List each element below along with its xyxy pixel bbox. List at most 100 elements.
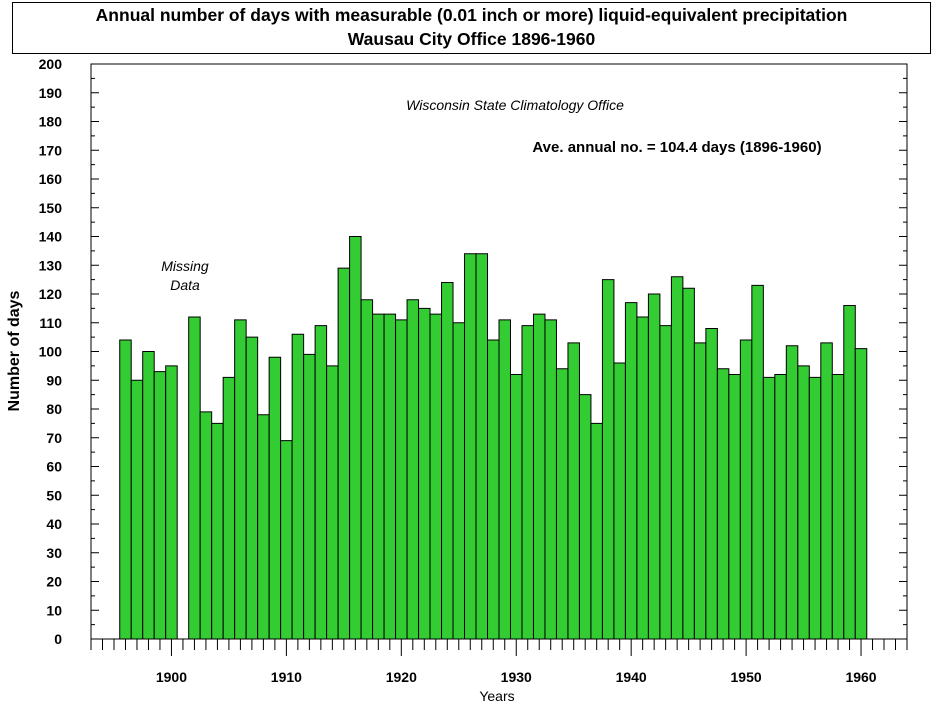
y-tick-label: 180 [39,114,63,130]
x-tick-label: 1960 [845,669,876,685]
y-tick-label: 20 [46,574,62,590]
bar-1896 [119,339,132,640]
bar-1903 [199,411,213,640]
bar-1917 [360,299,374,640]
axis-ticks [90,63,908,656]
bar-1898 [142,351,155,640]
bar-1915 [337,267,351,640]
bar-1933 [544,319,557,640]
bar-1934 [555,368,569,640]
x-tick-label: 1920 [386,669,417,685]
bar-1929 [498,319,511,640]
x-axis-label: Years [479,688,514,704]
y-tick-label: 190 [39,85,63,101]
bar-1954 [785,345,799,640]
y-tick-label: 0 [54,631,62,647]
source-annotation: Wisconsin State Climatology Office [406,97,624,113]
bar-1946 [693,342,707,640]
bar-1926 [464,253,477,640]
y-tick-label: 10 [46,602,62,618]
bar-1907 [245,336,259,640]
y-tick-label: 40 [46,516,62,532]
bar-1931 [521,325,534,640]
bar-1938 [601,279,615,640]
missing-data-annotation-line2: Data [170,277,200,293]
bar-1902 [188,316,201,640]
bar-1940 [624,302,638,640]
bar-1949 [728,374,741,640]
bar-1945 [682,287,695,640]
y-axis-label: Number of days [6,290,23,411]
y-tick-label: 150 [39,200,63,216]
bar-1956 [808,376,822,640]
x-tick-label: 1940 [616,669,647,685]
title-box: Annual number of days with measurable (0… [12,2,931,54]
bar-1947 [705,328,718,640]
bar-1928 [487,339,500,640]
y-tick-label: 120 [39,286,63,302]
bar-1948 [716,368,730,640]
bar-1909 [268,356,282,640]
y-tick-label: 140 [39,229,63,245]
bar-1953 [774,374,787,640]
bar-1941 [636,316,649,640]
y-tick-label: 100 [39,344,63,360]
bars-group [119,236,868,640]
bar-1932 [532,313,546,640]
x-tick-label: 1900 [156,669,187,685]
bar-1930 [509,374,523,640]
bar-1927 [475,253,489,640]
bar-1912 [303,353,316,640]
y-tick-label: 130 [39,257,63,273]
bar-1923 [429,313,443,640]
x-tick-label: 1910 [271,669,302,685]
bar-1922 [418,307,431,640]
bar-1908 [257,414,270,640]
bar-1914 [326,365,339,640]
y-tick-label: 60 [46,459,62,475]
y-tick-label: 30 [46,545,62,561]
bar-1935 [567,342,580,640]
y-tick-label: 200 [39,56,63,72]
bar-1904 [211,422,224,640]
bar-1900 [165,365,178,640]
bar-1950 [739,339,753,640]
bar-1925 [452,322,466,640]
y-tick-label: 90 [46,372,62,388]
y-tick-label: 70 [46,430,62,446]
y-tick-label: 110 [39,315,62,331]
bar-1911 [291,333,305,640]
bar-1918 [372,313,385,640]
missing-data-annotation-line1: Missing [161,258,209,274]
y-tick-labels: 0 10 20 30 40 50 60 70 80 90 100 110 120 130 140 150 160… [39,56,63,647]
bar-1924 [441,282,454,640]
bar-1919 [383,313,397,640]
average-annotation: Ave. annual no. = 104.4 days (1896-1960) [532,139,821,156]
bar-1920 [395,319,408,640]
bar-1921 [406,299,420,640]
y-tick-label: 80 [46,401,62,417]
bar-1905 [222,376,236,640]
x-tick-label: 1950 [731,669,762,685]
x-tick-labels: 1900 1910 1920 1930 1940 1950 1960 [156,669,877,685]
bar-1897 [130,379,144,640]
bar-1936 [578,394,592,640]
bar-1955 [797,365,810,640]
bar-1916 [349,236,362,640]
bar-1959 [843,305,856,640]
bar-1939 [613,362,626,640]
bar-1910 [280,440,293,640]
x-tick-label: 1930 [501,669,532,685]
chart-title: Annual number of days with measurable (0… [95,5,848,25]
bar-1952 [762,376,776,640]
bar-1937 [590,422,603,640]
chart-subtitle: Wausau City Office 1896-1960 [347,29,596,49]
bar-1951 [751,284,764,640]
bar-1906 [234,319,247,640]
bar-1957 [820,342,833,640]
bar-1942 [647,293,661,640]
bar-1943 [659,325,672,640]
bar-1958 [831,374,845,640]
bar-1960 [854,348,868,640]
